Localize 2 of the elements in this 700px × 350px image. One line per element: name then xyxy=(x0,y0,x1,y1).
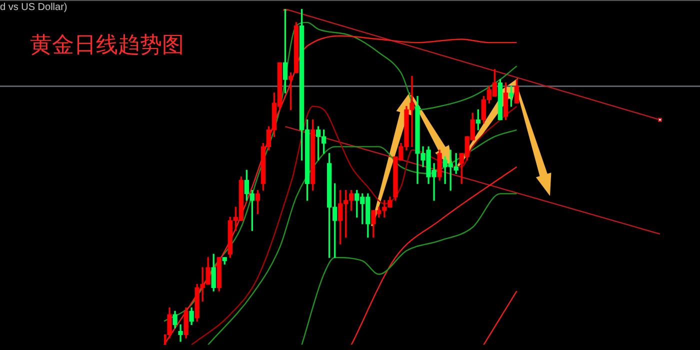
text: 黄金日线趋势图 xyxy=(30,32,184,60)
text: d vs US Dollar) xyxy=(0,2,68,13)
